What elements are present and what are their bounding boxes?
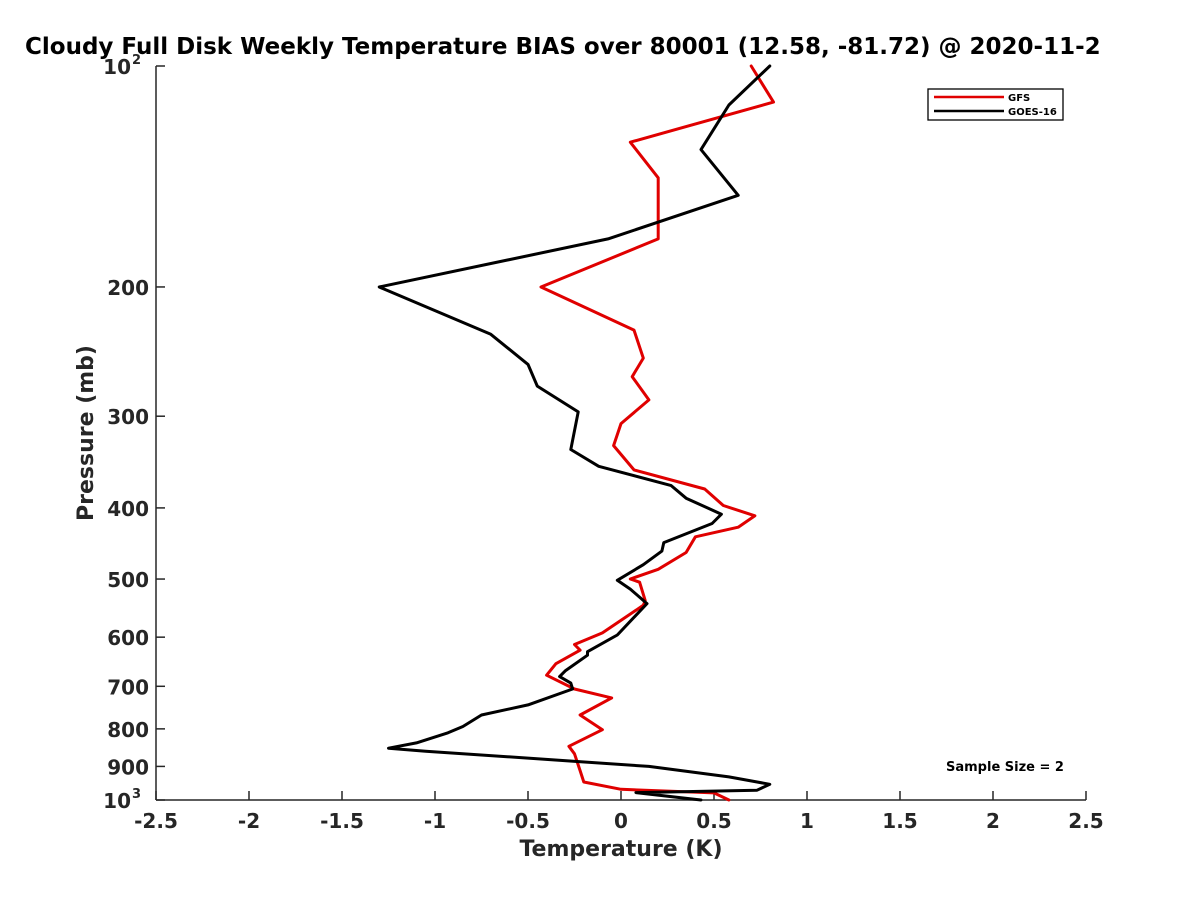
x-tick-label: -1.5: [320, 809, 364, 833]
x-tick-label: 1.5: [882, 809, 917, 833]
y-tick-exponent: 3: [132, 787, 141, 802]
plot-area: [156, 66, 1086, 800]
x-tick-label: 2.5: [1068, 809, 1103, 833]
y-axis-label: Pressure (mb): [74, 345, 99, 521]
y-tick-label: 700: [107, 675, 149, 699]
y-tick-exponent: 2: [132, 53, 141, 68]
y-tick-label: 600: [107, 626, 149, 650]
x-axis-label: Temperature (K): [519, 837, 722, 862]
legend: GFS GOES-16: [927, 88, 1064, 121]
x-tick-label: 1: [800, 809, 814, 833]
x-tick-label: -1: [424, 809, 446, 833]
x-tick-label: 0.5: [696, 809, 731, 833]
series-layer: [377, 64, 775, 802]
y-tick-label: 10: [103, 789, 131, 813]
series-line-gfs: [539, 64, 775, 802]
legend-label-gfs: GFS: [1008, 93, 1030, 104]
y-tick-label: 10: [103, 55, 131, 79]
series-line-goes16: [377, 64, 772, 802]
x-tick-label: -2.5: [134, 809, 178, 833]
legend-label-goes16: GOES-16: [1008, 107, 1057, 118]
y-tick-label: 800: [107, 718, 149, 742]
legend-box: [927, 88, 1064, 121]
y-tick-label: 500: [107, 568, 149, 592]
x-tick-label: 2: [986, 809, 1000, 833]
chart-title: Cloudy Full Disk Weekly Temperature BIAS…: [25, 34, 1101, 60]
y-tick-label: 200: [107, 276, 149, 300]
y-tick-label: 400: [107, 497, 149, 521]
x-tick-label: 0: [614, 809, 628, 833]
x-tick-label: -2: [238, 809, 260, 833]
x-tick-label: -0.5: [506, 809, 550, 833]
x-axis-ticks: -2.5 -2 -1.5 -1 -0.5 0 0.5 1 1.5 2 2.5: [134, 791, 1104, 833]
y-tick-label: 900: [107, 755, 149, 779]
y-tick-label: 300: [107, 405, 149, 429]
sample-size-note: Sample Size = 2: [946, 760, 1064, 775]
